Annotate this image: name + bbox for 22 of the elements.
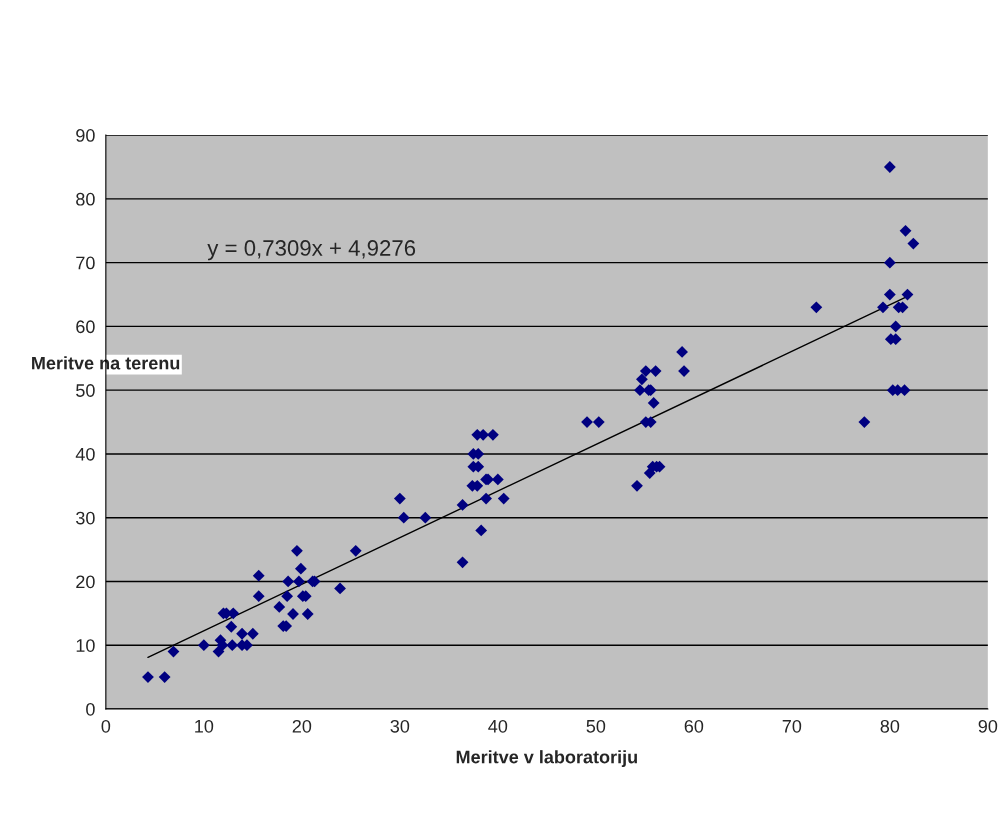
- y-tick-label: 90: [76, 129, 95, 142]
- x-tick-label: 30: [390, 719, 410, 733]
- y-tick-label: 20: [76, 575, 95, 589]
- x-tick-label: 50: [586, 719, 606, 733]
- x-tick-label: 80: [880, 719, 900, 733]
- x-tick-label: 90: [978, 719, 998, 733]
- x-tick-label: 40: [488, 719, 508, 733]
- y-tick-label: 0: [86, 702, 95, 716]
- x-tick-label: 70: [782, 719, 802, 733]
- y-tick-label: 30: [76, 511, 95, 525]
- y-tick-label: 10: [76, 639, 95, 652]
- y-tick-label: 40: [75, 447, 95, 461]
- annotation: y = 0,7309x + 4,9276: [207, 240, 416, 261]
- x-tick-label: 10: [195, 719, 214, 733]
- y-tick-label: 50: [76, 384, 95, 397]
- x-tick-label: 0: [101, 719, 111, 733]
- y-tick-label: 70: [76, 256, 95, 270]
- x-axis-title: Meritve v laboratoriju: [456, 750, 637, 767]
- x-tick-label: 60: [684, 719, 704, 733]
- x-tick-label: 20: [292, 719, 312, 733]
- y-tick-label: 80: [76, 192, 95, 206]
- y-tick-label: 60: [76, 320, 95, 334]
